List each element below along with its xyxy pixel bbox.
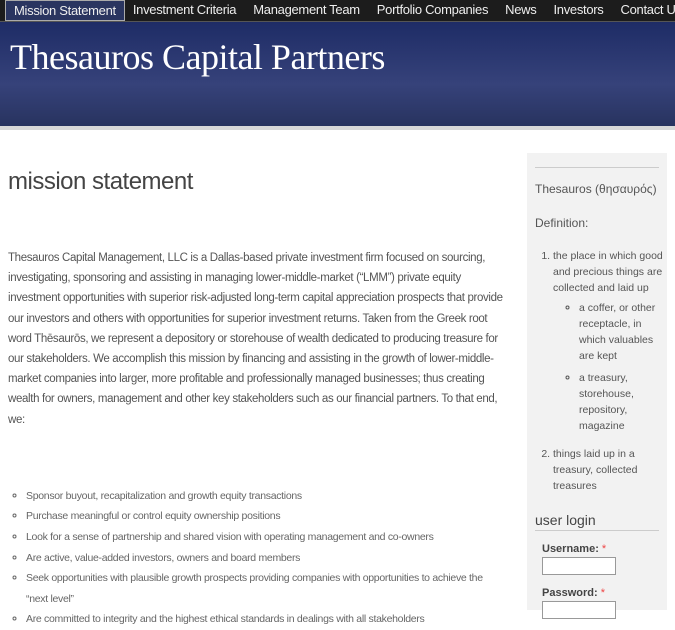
mission-list: Sponsor buyout, recapitalization and gro… — [8, 486, 503, 630]
list-item: Are active, value-added investors, owner… — [26, 548, 503, 569]
site-title: Thesauros Capital Partners — [10, 37, 385, 77]
list-item: Sponsor buyout, recapitalization and gro… — [26, 486, 503, 507]
nav-link[interactable]: Investors — [553, 2, 604, 17]
required-mark: * — [600, 587, 605, 599]
list-item: Are committed to integrity and the highe… — [26, 609, 503, 630]
list-item: Purchase meaningful or control equity ow… — [26, 506, 503, 527]
list-item: Look for a sense of partnership and shar… — [26, 527, 503, 548]
sub-item: a treasury, storehouse, repository, maga… — [579, 370, 667, 434]
definition-text: the place in which good and precious thi… — [553, 250, 663, 294]
nav-link[interactable]: News — [505, 2, 537, 17]
sidebar: Thesauros (θησαυρός) Definition: the pla… — [527, 153, 667, 619]
username-input[interactable] — [542, 557, 616, 575]
login-title: user login — [535, 512, 659, 531]
definition-label: Definition: — [535, 216, 589, 230]
password-label: Password: * — [542, 587, 667, 599]
header: Thesauros Capital Partners — [0, 22, 675, 130]
nav-link[interactable]: Management Team — [253, 2, 360, 17]
sub-item: a coffer, or other receptacle, in which … — [579, 300, 667, 364]
nav-link[interactable]: Investment Criteria — [132, 2, 237, 17]
nav-link[interactable]: Contact Us — [620, 2, 675, 17]
main-content: mission statement Thesauros Capital Mana… — [8, 168, 503, 630]
required-mark: * — [601, 543, 607, 555]
definition-item: things laid up in a treasury, collected … — [553, 446, 667, 494]
list-item: Seek opportunities with plausible growth… — [26, 568, 503, 609]
username-label: Username: * — [542, 543, 667, 555]
page-heading: mission statement — [8, 168, 193, 195]
page: Mission Statement Investment Criteria Mana… — [0, 0, 675, 610]
label-text: Password: — [542, 587, 598, 599]
nav-link[interactable]: Portfolio Companies — [376, 2, 489, 17]
definition-text: things laid up in a treasury, collected … — [553, 448, 638, 492]
nav-link[interactable]: Mission Statement — [5, 0, 125, 21]
mission-paragraph: Thesauros Capital Management, LLC is a D… — [8, 252, 503, 426]
sub-list: a coffer, or other receptacle, in which … — [553, 300, 667, 434]
definition-item: the place in which good and precious thi… — [553, 248, 667, 434]
nav-bar: Mission Statement Investment Criteria Mana… — [0, 0, 675, 22]
password-input[interactable] — [542, 601, 616, 619]
divider — [535, 167, 659, 168]
definition-list: the place in which good and precious thi… — [527, 248, 667, 494]
word: Thesauros (θησαυρός) — [535, 182, 657, 196]
label-text: Username: — [542, 543, 599, 555]
